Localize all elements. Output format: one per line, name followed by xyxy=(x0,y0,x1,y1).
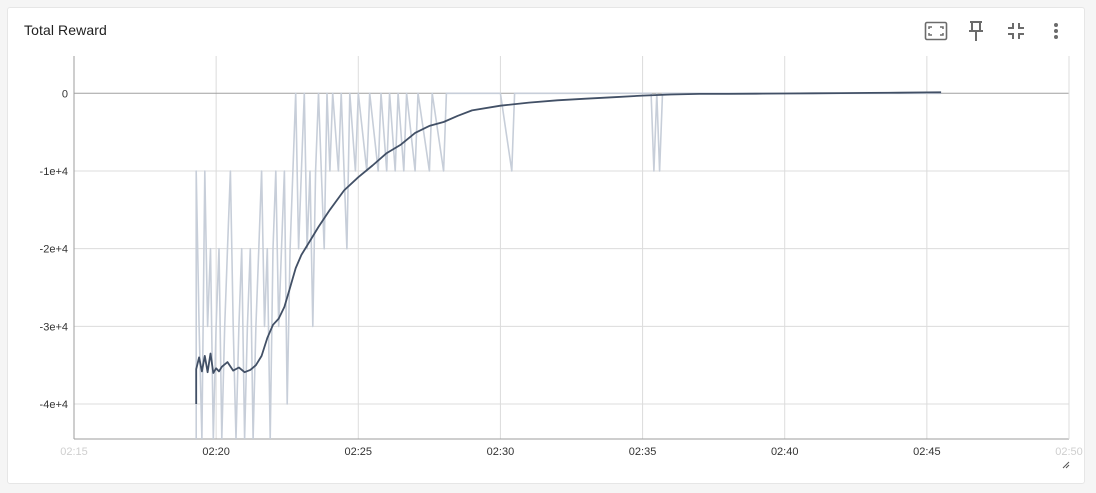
x-tick-label: 02:25 xyxy=(345,446,373,458)
x-tick-label: 02:50 xyxy=(1055,446,1083,458)
y-tick-label: -3e+4 xyxy=(40,321,68,333)
resize-handle-icon[interactable] xyxy=(1062,461,1070,469)
x-tick-label: 02:45 xyxy=(913,446,941,458)
line-chart[interactable]: 02:15 02:20 02:25 02:30 02:35 02:40 02:45 02:50… xyxy=(8,8,1084,483)
pin-button[interactable] xyxy=(956,18,996,44)
x-tick-label: 02:30 xyxy=(487,446,515,458)
pin-icon xyxy=(969,21,983,41)
y-tick-label: -1e+4 xyxy=(40,166,68,178)
y-tick-label: -2e+4 xyxy=(40,244,68,256)
x-tick-label: 02:20 xyxy=(202,446,230,458)
raw-series-line xyxy=(195,92,942,439)
card-title: Total Reward xyxy=(24,22,107,38)
x-tick-label: 02:40 xyxy=(771,446,799,458)
collapse-icon xyxy=(1008,23,1024,39)
fit-domain-icon xyxy=(924,21,948,41)
y-tick-label: -4e+4 xyxy=(40,399,68,411)
fit-domain-button[interactable] xyxy=(916,18,956,44)
card-toolbar xyxy=(916,18,1076,44)
collapse-button[interactable] xyxy=(996,18,1036,44)
more-options-button[interactable] xyxy=(1036,18,1076,44)
chart-card: Total Reward 02:15 02:20 02:25 02: xyxy=(7,7,1085,484)
x-tick-label: 02:15 xyxy=(60,446,88,458)
y-tick-label: 0 xyxy=(62,88,68,100)
more-vert-icon xyxy=(1054,23,1058,39)
x-tick-label: 02:35 xyxy=(629,446,657,458)
smoothed-series-line xyxy=(195,91,942,404)
